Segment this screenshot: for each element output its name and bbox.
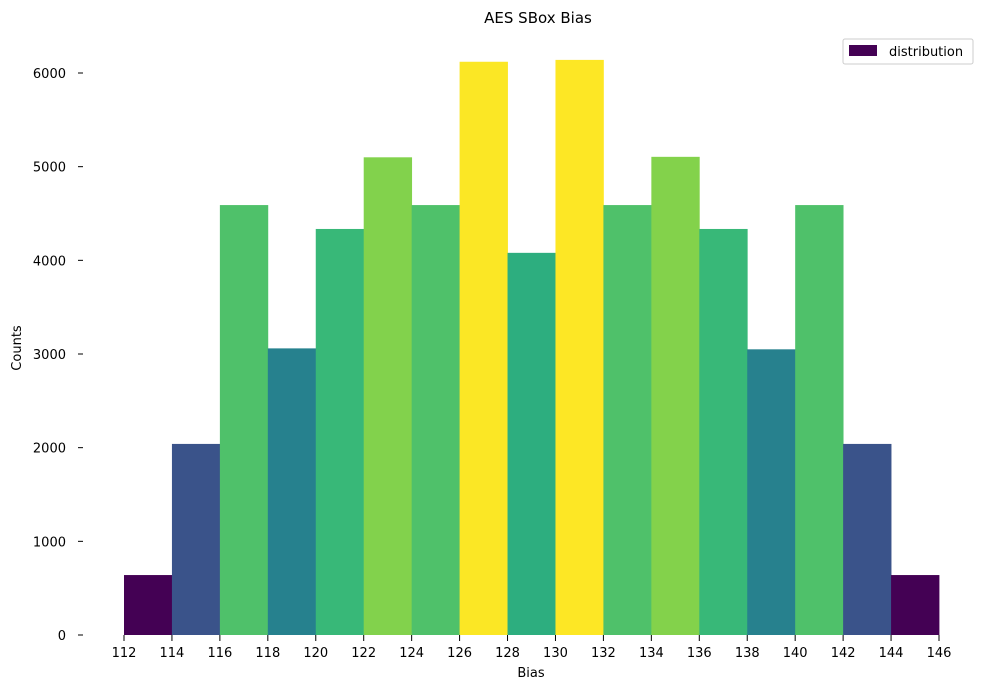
histogram-bar <box>315 228 365 635</box>
legend-swatch <box>849 45 877 56</box>
histogram-bar <box>124 575 173 635</box>
histogram-bar <box>363 157 413 636</box>
histogram-bar <box>411 205 460 635</box>
x-tick-label: 138 <box>735 646 760 661</box>
y-axis-label: Counts <box>10 325 25 371</box>
y-tick-label: 0 <box>58 629 66 644</box>
x-tick-label: 114 <box>160 646 185 661</box>
histogram-bar <box>747 349 796 635</box>
x-tick-label: 144 <box>879 646 904 661</box>
histogram-bar <box>507 252 556 635</box>
histogram-bar <box>459 61 508 635</box>
y-axis: 0 1000 2000 3000 4000 5000 6000 <box>33 67 83 644</box>
histogram-bar <box>555 59 604 635</box>
histogram-bar <box>843 443 892 635</box>
histogram-bar <box>603 205 652 635</box>
x-tick-label: 136 <box>687 646 712 661</box>
x-axis-label: Bias <box>517 666 544 681</box>
y-tick-label: 3000 <box>33 348 66 363</box>
legend-label: distribution <box>889 45 963 60</box>
y-tick-label: 5000 <box>33 161 66 176</box>
x-tick-label: 112 <box>112 646 137 661</box>
x-tick-label: 134 <box>639 646 664 661</box>
y-tick-label: 1000 <box>33 535 66 550</box>
x-tick-label: 126 <box>447 646 472 661</box>
x-tick-label: 130 <box>543 646 568 661</box>
y-tick-label: 6000 <box>33 67 66 82</box>
y-tick-label: 2000 <box>33 442 66 457</box>
x-tick-label: 120 <box>303 646 328 661</box>
histogram-bar <box>651 156 700 635</box>
x-tick-label: 132 <box>591 646 616 661</box>
x-tick-label: 116 <box>207 646 232 661</box>
x-tick-label: 140 <box>783 646 808 661</box>
x-tick-label: 122 <box>351 646 376 661</box>
x-tick-label: 146 <box>927 646 952 661</box>
x-tick-label: 128 <box>495 646 520 661</box>
histogram-bar <box>219 205 269 635</box>
histogram-bar <box>267 348 317 635</box>
legend: distribution <box>842 38 974 65</box>
bars-group <box>124 59 940 636</box>
histogram-bar <box>891 575 940 635</box>
x-tick-label: 124 <box>399 646 424 661</box>
x-tick-label: 118 <box>255 646 280 661</box>
x-tick-label: 142 <box>831 646 856 661</box>
x-axis: 112 114 116 118 120 122 124 126 128 130 132 134 136 1… <box>112 635 952 661</box>
histogram-bar <box>171 443 221 635</box>
chart-title: AES SBox Bias <box>484 9 592 27</box>
histogram-bar <box>795 205 844 635</box>
y-tick-label: 4000 <box>33 254 66 269</box>
histogram-bar <box>699 228 748 635</box>
